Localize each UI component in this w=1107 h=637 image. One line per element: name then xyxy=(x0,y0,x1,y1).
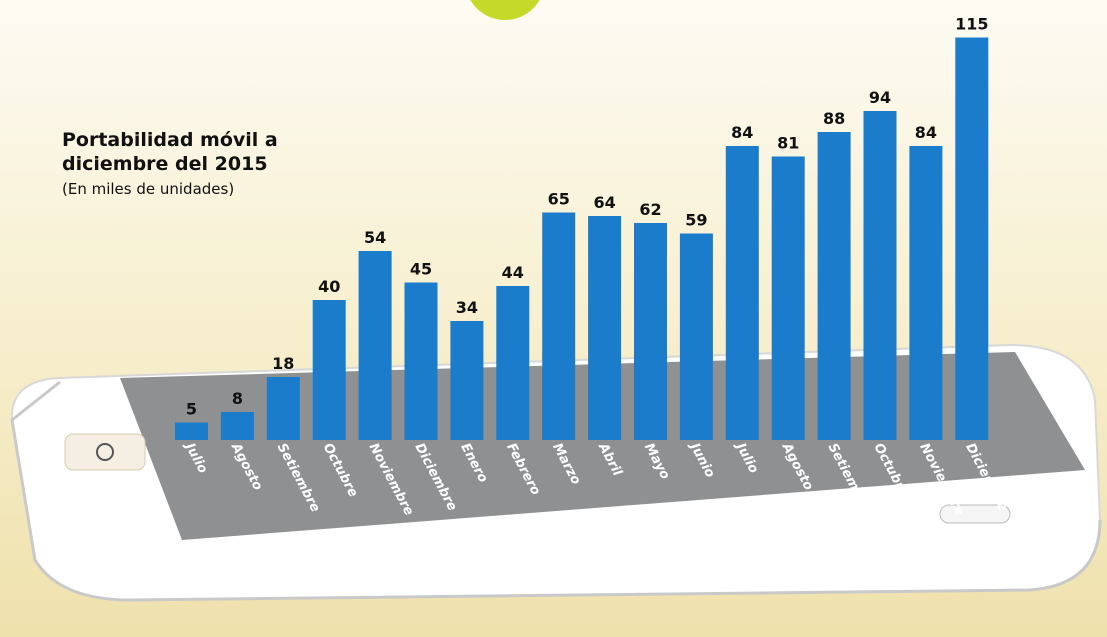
bar xyxy=(771,156,805,440)
value-label: 5 xyxy=(186,400,197,419)
bar xyxy=(450,321,484,440)
bar xyxy=(817,132,851,440)
value-label: 8 xyxy=(232,389,243,408)
decor-circle xyxy=(470,0,540,20)
bar xyxy=(679,233,713,440)
bar xyxy=(220,412,254,440)
value-label: 81 xyxy=(777,134,799,153)
value-label: 45 xyxy=(410,260,432,279)
bar xyxy=(634,223,667,440)
bar xyxy=(496,286,530,440)
bar xyxy=(542,212,576,440)
home-button xyxy=(64,433,146,471)
bar xyxy=(312,300,346,440)
bar xyxy=(863,111,897,440)
value-label: 88 xyxy=(823,109,845,128)
value-label: 64 xyxy=(593,193,615,212)
value-label: 40 xyxy=(318,277,340,296)
value-label: 62 xyxy=(639,200,661,219)
value-label: 54 xyxy=(364,228,386,247)
bar xyxy=(588,216,622,440)
bar xyxy=(909,146,943,440)
value-label: 65 xyxy=(548,190,570,209)
bar xyxy=(358,251,392,440)
value-label: 59 xyxy=(685,211,707,230)
home-icon xyxy=(96,443,114,461)
value-label: 84 xyxy=(915,123,937,142)
chart-title: Portabilidad móvil a diciembre del 2015 xyxy=(62,129,278,175)
value-label: 44 xyxy=(502,263,524,282)
value-label: 115 xyxy=(955,15,988,34)
bar xyxy=(175,422,208,440)
bar xyxy=(404,282,438,440)
chart-subtitle: (En miles de unidades) xyxy=(62,180,235,198)
speaker xyxy=(939,504,1011,524)
value-label: 34 xyxy=(456,298,478,317)
value-label: 94 xyxy=(869,88,891,107)
value-label: 84 xyxy=(731,123,753,142)
phone-edge xyxy=(10,380,1102,602)
bar xyxy=(725,146,759,440)
value-label: 18 xyxy=(272,354,294,373)
bar xyxy=(955,37,989,440)
bar xyxy=(266,377,300,440)
